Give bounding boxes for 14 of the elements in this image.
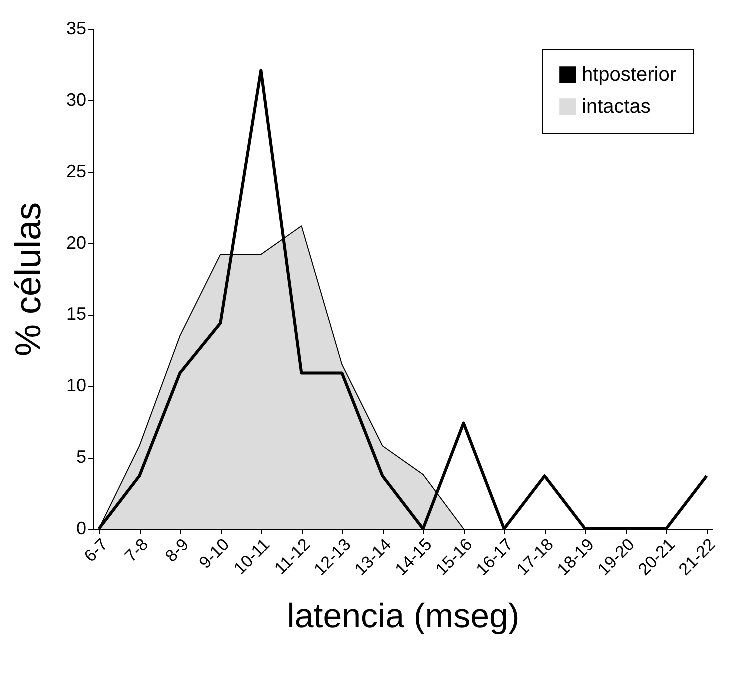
y-tick-label: 35 [66, 18, 86, 38]
y-tick-label: 25 [66, 161, 86, 182]
y-tick-label: 10 [66, 376, 86, 396]
x-tick-label: 8-9 [162, 535, 193, 566]
x-tick-label: 9-10 [196, 535, 234, 573]
legend-label: htposterior [582, 64, 677, 86]
y-tick-label: 30 [66, 90, 86, 110]
y-tick-label: 20 [66, 232, 86, 253]
y-tick-label: 5 [76, 447, 86, 468]
y-tick-label: 15 [66, 304, 86, 324]
x-axis-title: latencia (mseg) [287, 598, 520, 636]
legend-label: intactas [582, 96, 651, 118]
x-tick-label: 7-8 [121, 535, 152, 566]
y-axis-title: % células [7, 202, 48, 357]
